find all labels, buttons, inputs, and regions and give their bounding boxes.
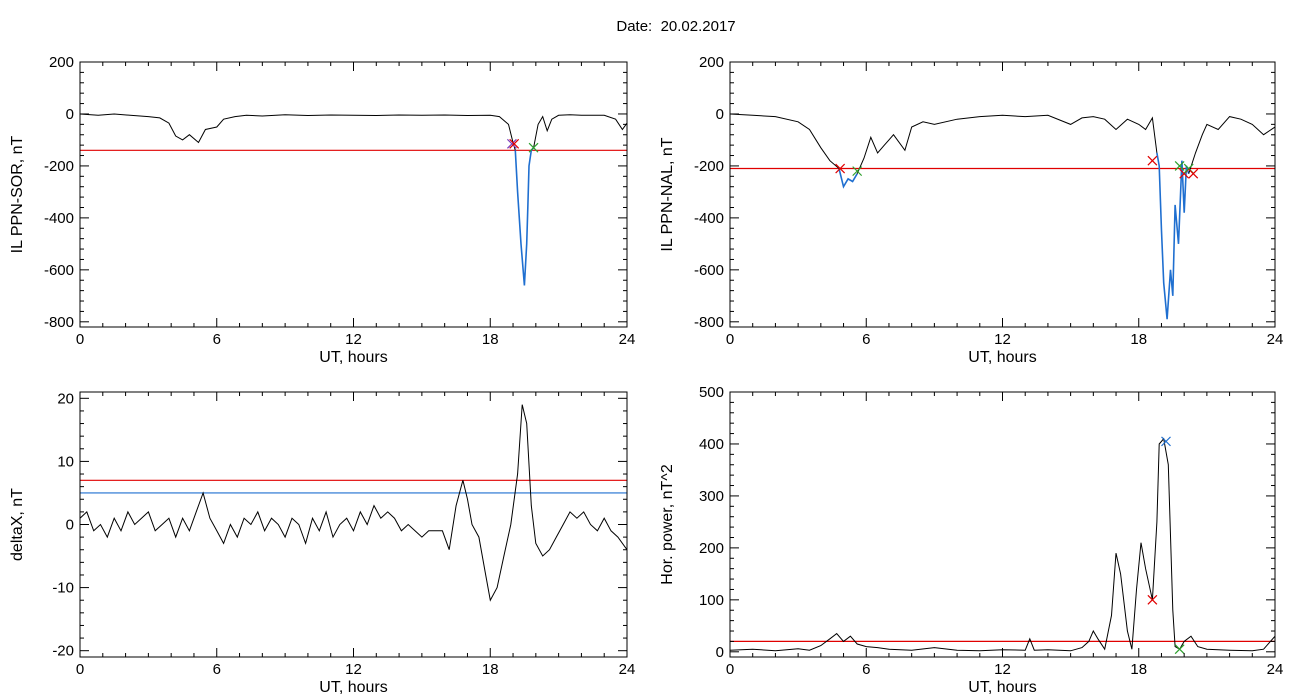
x-axis-label: UT, hours — [968, 349, 1036, 366]
y-tick-label: -800 — [694, 314, 724, 331]
date-label: Date: — [616, 18, 653, 35]
x-tick-label: 18 — [482, 661, 499, 678]
y-tick-label: 500 — [699, 384, 724, 401]
x-tick-label: 12 — [994, 661, 1011, 678]
y-tick-label: 0 — [716, 644, 724, 661]
y-tick-label: 400 — [699, 436, 724, 453]
x-tick-label: 0 — [76, 661, 84, 678]
y-axis-label: deltaX, nT — [9, 488, 26, 561]
y-tick-label: 300 — [699, 488, 724, 505]
y-tick-label: 200 — [699, 54, 724, 71]
x-tick-label: 18 — [1130, 661, 1147, 678]
y-tick-label: -200 — [694, 158, 724, 175]
chart-hor-power: 0 6 12 18 24 0 100 200 300 400 500 UT, hours Hor. po… — [659, 384, 1283, 696]
cross-marker-6 — [1188, 168, 1199, 179]
y-tick-label: -10 — [52, 580, 74, 597]
series-line-4 — [1188, 116, 1275, 174]
cross-marker-0 — [1147, 594, 1158, 605]
x-tick-label: 12 — [345, 331, 362, 348]
y-tick-label: -20 — [52, 643, 74, 660]
y-axis-label: IL PPN-NAL, nT — [659, 137, 676, 251]
series-line-1 — [514, 147, 535, 286]
cross-marker-1 — [509, 138, 520, 149]
cross-marker-2 — [1147, 155, 1158, 166]
y-axis-label: IL PPN-SOR, nT — [9, 135, 26, 253]
cross-marker-2 — [528, 142, 539, 153]
series-line-0 — [80, 404, 627, 602]
y-tick-label: -600 — [44, 262, 74, 279]
y-tick-label: 0 — [66, 517, 74, 534]
y-tick-label: -800 — [44, 314, 74, 331]
y-tick-label: -400 — [694, 210, 724, 227]
x-tick-label: 12 — [345, 661, 362, 678]
series-line-1 — [838, 168, 858, 189]
y-tick-label: 0 — [716, 106, 724, 123]
x-tick-label: 0 — [76, 331, 84, 348]
cross-marker-0 — [506, 138, 517, 149]
x-tick-label: 24 — [619, 331, 636, 348]
x-tick-label: 6 — [213, 331, 221, 348]
series-line-0 — [730, 437, 1275, 652]
x-tick-label: 6 — [213, 661, 221, 678]
x-tick-label: 18 — [482, 331, 499, 348]
y-tick-label: 20 — [57, 390, 74, 407]
date-title: Date: 20.02.2017 — [0, 18, 1300, 35]
chart-il-nal: 0 6 12 18 24 -800 -600 -400 -200 0 200 UT, hours IL … — [659, 54, 1283, 366]
x-tick-label: 6 — [862, 661, 870, 678]
cross-marker-3 — [1174, 160, 1185, 171]
plot-frame — [729, 61, 1276, 328]
series-line-0 — [80, 113, 516, 151]
y-tick-label: 200 — [49, 54, 74, 71]
x-tick-label: 24 — [1267, 661, 1284, 678]
cross-marker-1 — [1161, 436, 1171, 447]
plot-frame — [79, 61, 628, 328]
x-tick-label: 6 — [862, 331, 870, 348]
series-line-0 — [730, 113, 840, 169]
chart-deltax: 0 6 12 18 24 -20 -10 0 10 20 UT, hours deltaX, nT — [9, 390, 635, 696]
series-line-2 — [533, 114, 627, 148]
y-tick-label: -200 — [44, 158, 74, 175]
series-line-2 — [856, 114, 1158, 174]
series-line-3 — [1156, 152, 1190, 320]
x-tick-label: 24 — [1267, 331, 1284, 348]
cross-marker-0 — [835, 163, 846, 174]
y-tick-label: 10 — [57, 453, 74, 470]
y-axis-label: Hor. power, nT^2 — [659, 464, 676, 585]
date-value: 20.02.2017 — [660, 18, 736, 35]
y-tick-label: 100 — [699, 592, 724, 609]
x-axis-label: UT, hours — [968, 679, 1036, 696]
y-tick-label: 0 — [66, 106, 74, 123]
y-tick-label: -600 — [694, 262, 724, 279]
x-tick-label: 18 — [1130, 331, 1147, 348]
plot-frame — [729, 391, 1276, 658]
x-tick-label: 24 — [619, 661, 636, 678]
y-tick-label: -400 — [44, 210, 74, 227]
x-axis-label: UT, hours — [319, 679, 387, 696]
cross-marker-1 — [852, 166, 863, 177]
x-tick-label: 12 — [994, 331, 1011, 348]
cross-marker-2 — [1174, 644, 1185, 655]
x-tick-label: 0 — [726, 661, 734, 678]
x-axis-label: UT, hours — [319, 349, 387, 366]
x-tick-label: 0 — [726, 331, 734, 348]
y-tick-label: 200 — [699, 540, 724, 557]
chart-il-sor: 0 6 12 18 24 -800 -600 -400 -200 0 200 UT, hours IL … — [9, 54, 635, 366]
